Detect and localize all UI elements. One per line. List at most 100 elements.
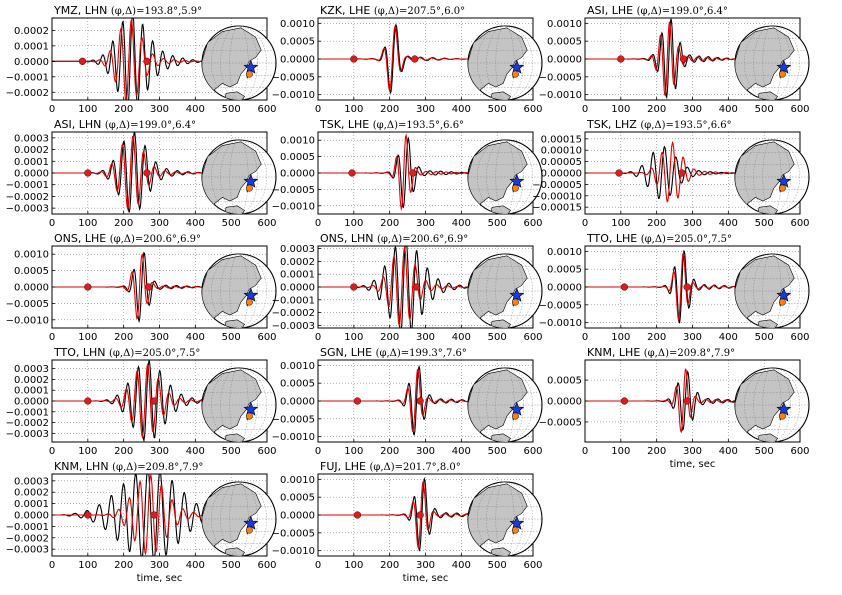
y-tick-label: −0.0010	[272, 432, 315, 443]
panel-title: ONS, LHN (φ,Δ)=200.6°,6.9°	[320, 232, 468, 245]
station-star-icon	[243, 401, 259, 416]
seismogram-panel: 0 100 200 300 400 500 600 −0.0010 −0.0005 0.0000 0…	[539, 232, 810, 343]
x-tick-label: 200	[380, 218, 399, 229]
y-tick-label: −0.0003	[6, 545, 49, 556]
globe-map-icon	[201, 481, 277, 557]
x-tick-label: 600	[523, 104, 542, 115]
x-tick-label: 200	[380, 560, 399, 571]
arrival-marker	[617, 55, 625, 63]
panel-title: SGN, LHE (φ,Δ)=199.3°,7.6°	[320, 346, 467, 359]
x-tick-label: 300	[416, 218, 435, 229]
globe-map-icon	[734, 25, 810, 101]
x-tick-label: 400	[719, 446, 738, 457]
y-tick-label: 0.0000	[280, 511, 315, 522]
y-tick-label: 0.0000	[280, 283, 315, 294]
y-tick-label: 0.0002	[14, 488, 49, 499]
epicenter-dot	[778, 184, 786, 192]
x-tick-label: 600	[790, 104, 809, 115]
y-tick-label: −0.0005	[272, 72, 315, 83]
x-tick-label: 500	[488, 332, 507, 343]
x-tick-label: 300	[683, 332, 702, 343]
x-tick-label: 0	[315, 218, 321, 229]
epicenter-dot	[778, 70, 786, 78]
x-axis-label: time, sec	[670, 459, 716, 470]
x-tick-label: 200	[647, 104, 666, 115]
arrival-marker	[620, 397, 629, 405]
y-tick-label: 0.0003	[14, 476, 49, 487]
arrival-marker	[84, 397, 92, 405]
x-tick-label: 100	[611, 332, 630, 343]
x-tick-label: 100	[611, 446, 630, 457]
x-tick-label: 0	[315, 560, 321, 571]
arrival-marker	[143, 169, 151, 177]
station-star-icon	[509, 401, 525, 416]
y-tick-label: 0.0000	[280, 55, 315, 66]
y-tick-label: −0.0003	[6, 204, 49, 215]
arrival-marker	[416, 511, 424, 519]
epicenter-dot	[245, 184, 253, 192]
x-tick-label: 400	[186, 332, 205, 343]
arrival-marker	[353, 511, 362, 519]
arrival-marker	[411, 55, 419, 63]
x-tick-label: 300	[150, 446, 169, 457]
arrival-marker	[416, 397, 424, 405]
y-tick-label: 0.0000	[14, 57, 49, 68]
x-tick-label: 300	[416, 560, 435, 571]
x-tick-label: 400	[452, 560, 471, 571]
panel-title: TSK, LHZ (φ,Δ)=193.5°,6.6°	[586, 118, 732, 131]
x-tick-label: 100	[78, 560, 97, 571]
x-tick-label: 100	[344, 446, 363, 457]
arrival-marker	[409, 169, 417, 177]
x-tick-label: 600	[257, 218, 276, 229]
station-star-icon	[243, 515, 259, 530]
y-tick-label: −0.0001	[272, 295, 315, 306]
x-tick-label: 200	[114, 104, 133, 115]
seismogram-panel: 0 100 200 300 400 500 600−0.0003−0.0002−0.0001…	[272, 232, 543, 343]
globe-map-icon	[201, 253, 277, 329]
y-tick-label: 0.0001	[14, 41, 49, 52]
x-tick-label: 300	[150, 218, 169, 229]
station-star-icon	[776, 59, 792, 74]
x-tick-label: 600	[523, 446, 542, 457]
x-tick-label: 200	[114, 560, 133, 571]
y-tick-label: 0.0002	[14, 145, 49, 156]
x-tick-label: 0	[49, 332, 55, 343]
x-tick-label: 0	[582, 104, 588, 115]
x-tick-label: 400	[186, 218, 205, 229]
epicenter-dot	[778, 298, 786, 306]
x-tick-label: 600	[523, 560, 542, 571]
x-tick-label: 200	[114, 218, 133, 229]
x-tick-label: 400	[719, 218, 738, 229]
arrival-marker	[84, 169, 92, 177]
y-tick-label: −0.0002	[6, 88, 49, 99]
y-tick-label: 0.00015	[541, 134, 582, 145]
x-tick-label: 0	[315, 104, 321, 115]
seismogram-panel: 0 100 200 300 400 500 600−0.0003−0.0002−0.0001…	[6, 460, 277, 584]
panel-title: TTO, LHE (φ,Δ)=205.0°,7.5°	[586, 232, 732, 245]
panel-title: KNM, LHN (φ,Δ)=209.8°,7.9°	[54, 460, 203, 473]
x-tick-label: 0	[582, 218, 588, 229]
arrival-marker	[678, 169, 686, 177]
x-axis-label: time, sec	[137, 573, 183, 584]
y-tick-label: 0.0000	[547, 283, 582, 294]
y-tick-label: 0.0003	[280, 244, 315, 255]
x-tick-label: 600	[523, 218, 542, 229]
y-tick-label: 0.0005	[547, 265, 582, 276]
land-masses	[468, 482, 542, 556]
seismogram-panel: 0 100 200 300 400 500 600 −0.0010 −0.0005 0.0000 0…	[539, 4, 810, 115]
y-tick-label: 0.0000	[14, 511, 49, 522]
y-tick-label: 0.0001	[14, 386, 49, 397]
x-tick-label: 500	[755, 104, 774, 115]
panel-title: KNM, LHE (φ,Δ)=209.8°,7.9°	[587, 346, 735, 359]
x-tick-label: 500	[488, 104, 507, 115]
x-tick-label: 600	[790, 218, 809, 229]
y-tick-label: 0.0000	[547, 397, 582, 408]
x-tick-label: 0	[582, 446, 588, 457]
station-star-icon	[776, 173, 792, 188]
y-tick-label: −0.0010	[539, 90, 582, 101]
y-tick-label: 0.0005	[547, 37, 582, 48]
epicenter-dot	[245, 526, 253, 534]
seismogram-panel: 0 100 200 300 400 500 600−0.0003−0.0002−0.0001…	[6, 118, 277, 229]
x-tick-label: 600	[257, 104, 276, 115]
y-tick-label: −0.0010	[272, 201, 315, 212]
